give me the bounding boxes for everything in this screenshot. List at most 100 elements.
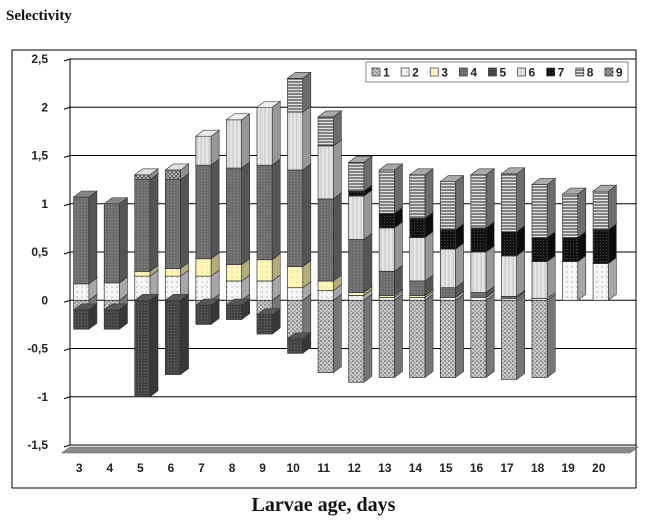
legend-item-3: 3 [429, 66, 448, 80]
y-tick-label: 0,5 [31, 245, 48, 259]
bar-segment-day-17-series-1 [500, 293, 526, 380]
legend-label: 6 [529, 66, 536, 80]
bar-segment-day-10-series-8 [286, 71, 312, 113]
bar-segment-day-12-series-6 [347, 189, 373, 241]
bar-segment-day-20-series-7 [592, 223, 618, 265]
bar-segment-day-18-series-6 [531, 255, 557, 299]
bar-segment-day-9-series-4 [256, 158, 282, 261]
legend-item-4: 4 [458, 66, 477, 80]
legend-item-8: 8 [575, 66, 594, 80]
y-tick-label: -1,5 [27, 438, 48, 452]
bar-segment-day-18-series-7 [531, 230, 557, 263]
bar-segment-day-15-series-8 [439, 174, 465, 231]
legend-item-7: 7 [546, 66, 565, 80]
x-tick-label: 5 [137, 461, 144, 475]
bar-segment-day-4-series-5 [103, 303, 129, 330]
bar-segment-day-8-series-6 [225, 113, 251, 169]
bar-segment-day-15-series-1 [439, 293, 465, 379]
bar-segment-day-5-series-4 [133, 173, 159, 272]
bar-segment-day-11-series-8 [317, 110, 343, 147]
bar-segment-day-14-series-1 [408, 293, 434, 379]
bar-segment-day-15-series-6 [439, 242, 465, 289]
x-tick-label: 8 [229, 461, 236, 475]
legend-item-9: 9 [604, 66, 623, 80]
y-tick-label: -0,5 [27, 342, 48, 356]
bar-segment-day-16-series-8 [469, 168, 496, 229]
bar-segment-day-11-series-1 [317, 293, 343, 374]
x-tick-label: 7 [198, 461, 205, 475]
bar-segment-day-10-series-6 [286, 105, 312, 171]
legend-label: 9 [616, 66, 623, 80]
bar-segment-day-14-series-6 [408, 230, 434, 282]
y-tick-label: 2 [41, 100, 48, 114]
bar-segment-day-6-series-9 [164, 163, 190, 181]
x-tick-label: 18 [531, 461, 545, 475]
bar-segment-day-20-series-2 [592, 256, 618, 301]
legend: 1 2 3 4 5 6 7 8 9 [365, 61, 629, 83]
bar-segment-day-6-series-4 [164, 173, 190, 270]
bar-segment-day-8-series-4 [225, 161, 251, 266]
bar-segment-day-11-series-6 [317, 139, 343, 200]
bar-segment-day-18-series-1 [531, 293, 557, 379]
y-tick-label: -1 [37, 390, 48, 404]
bar-segment-day-13-series-1 [378, 293, 404, 379]
bar-segment-day-9-series-6 [256, 100, 282, 166]
bar-segment-day-20-series-8 [592, 184, 618, 231]
x-tick-label: 3 [76, 461, 83, 475]
bar-segment-day-4-series-4 [103, 197, 129, 284]
bar-segment-day-12-series-1 [347, 293, 373, 383]
y-tick-labels: -1,5 -1 -0,5 0 0,5 1 1,5 2 2,5 [27, 52, 48, 452]
bar-segment-day-12-series-4 [347, 232, 373, 294]
x-tick-label: 16 [470, 461, 484, 475]
bar-segment-day-8-series-5 [225, 298, 251, 321]
x-axis-title: Larvae age, days [251, 494, 396, 516]
x-tick-label: 9 [259, 461, 266, 475]
x-tick-label: 13 [378, 461, 392, 475]
legend-label: 2 [412, 66, 419, 80]
bar-segment-day-19-series-2 [561, 255, 587, 301]
bar-segment-day-19-series-8 [561, 187, 587, 239]
x-tick-label: 17 [500, 461, 514, 475]
legend-item-2: 2 [400, 66, 419, 80]
chart-floor [61, 446, 639, 454]
x-tick-label: 11 [317, 461, 330, 475]
bar-segment-day-16-series-6 [469, 245, 496, 294]
bar-segment-day-16-series-1 [469, 293, 496, 379]
legend-label: 5 [499, 66, 506, 80]
y-tick-label: 2,5 [31, 52, 48, 66]
x-tick-label: 4 [106, 461, 113, 475]
bar-segment-day-12-series-8 [347, 155, 373, 192]
x-tick-label: 20 [592, 461, 606, 475]
legend-item-5: 5 [488, 66, 506, 80]
bar-segment-day-11-series-4 [317, 192, 343, 282]
bar-segment-day-7-series-4 [194, 158, 221, 260]
legend-item-6: 6 [517, 66, 536, 80]
x-tick-label: 10 [286, 461, 300, 475]
bar-segment-day-5-series-9 [133, 168, 159, 181]
bar-segment-day-10-series-4 [286, 163, 312, 268]
bar-segment-day-17-series-6 [500, 249, 526, 297]
bar-segment-day-9-series-5 [256, 308, 282, 335]
bar-segment-day-3-series-5 [72, 303, 98, 330]
bar-segment-day-18-series-8 [531, 177, 557, 239]
x-tick-label: 15 [439, 461, 453, 475]
bar-segment-day-17-series-8 [500, 167, 526, 233]
x-tick-label: 12 [348, 461, 362, 475]
bar-segment-day-13-series-6 [378, 221, 404, 272]
bar-segment-day-10-series-1 [286, 293, 312, 340]
bar-segment-day-13-series-8 [378, 163, 404, 214]
legend-label: 3 [441, 66, 448, 80]
bar-segment-day-5-series-5 [133, 293, 159, 398]
bar-segment-day-7-series-5 [194, 298, 221, 325]
legend-item-1: 1 [371, 66, 390, 80]
y-tick-label: 1,5 [31, 149, 48, 163]
bars-layer [72, 71, 618, 398]
bar-segment-day-6-series-5 [164, 293, 190, 376]
legend-label: 7 [558, 66, 565, 80]
x-tick-labels: 3 4 5 6 7 8 9 10 11 12 13 14 15 16 17 18 19 20 [76, 461, 606, 475]
y-tick-label: 1 [41, 197, 48, 211]
stacked-bar-chart: -1,5-1-0,500,511,522,5 3 4 5 6 7 8 9 10 11 12 13 14… [11, 49, 639, 489]
bar-segment-day-7-series-6 [194, 129, 221, 166]
x-tick-label: 19 [561, 461, 575, 475]
y-tick-label: 0 [41, 293, 48, 307]
